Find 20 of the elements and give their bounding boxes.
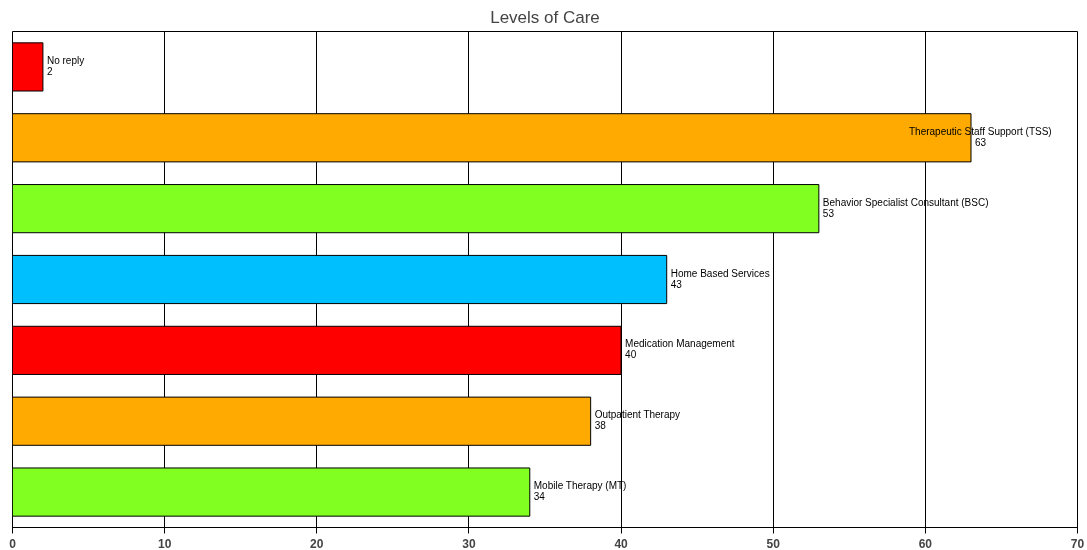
data-label: 43: [670, 278, 683, 290]
x-tick-label: 40: [614, 536, 629, 550]
x-tick-label: 30: [462, 536, 476, 550]
y-tick-label: Home Based Services: [670, 267, 770, 279]
bar: [12, 42, 44, 92]
data-label: 2: [46, 65, 53, 77]
x-tick-label: 10: [157, 536, 172, 550]
x-tick-label: 70: [1070, 536, 1085, 550]
y-tick-label: No reply: [46, 54, 85, 66]
x-tick-label: 0: [9, 536, 17, 550]
data-label: 34: [533, 491, 546, 503]
chart-title: Levels of Care: [490, 7, 600, 27]
x-tick-label: 50: [766, 536, 781, 550]
data-label: 38: [594, 420, 607, 432]
data-label: 53: [822, 207, 835, 219]
data-label: 40: [625, 349, 637, 361]
x-tick-label: 60: [918, 536, 933, 550]
data-label: 63: [975, 136, 987, 148]
x-tick-label: 20: [310, 536, 324, 550]
y-tick-label: Medication Management: [625, 338, 735, 350]
